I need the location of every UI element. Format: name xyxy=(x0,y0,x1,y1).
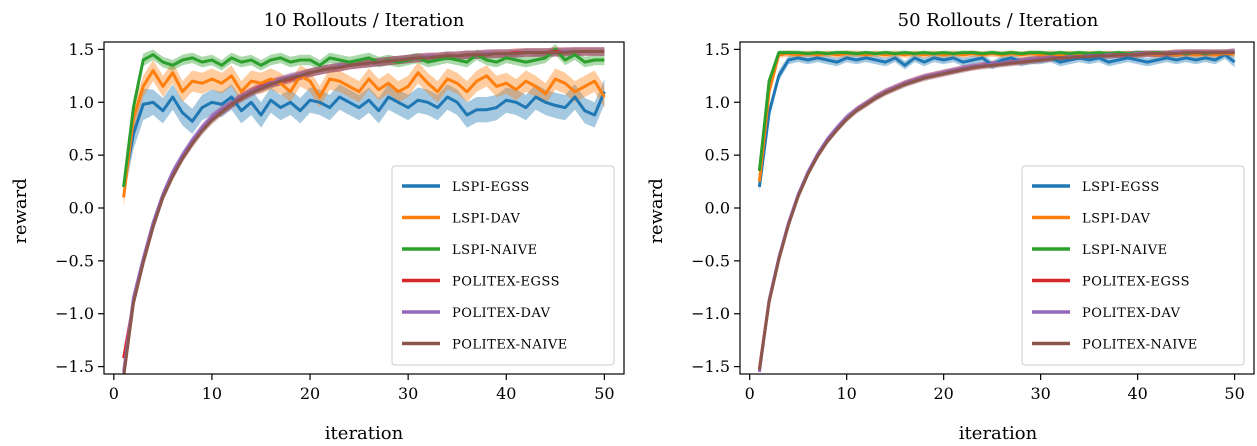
y-tick-label: 0.0 xyxy=(705,199,730,218)
y-tick-label: 1.5 xyxy=(705,40,730,59)
chart-title: 50 Rollouts / Iteration xyxy=(898,10,1099,31)
chart-50-rollouts: 50 Rollouts / Iteration iteration reward… xyxy=(646,10,1255,444)
chart-10-rollouts: 10 Rollouts / Iteration iteration reward… xyxy=(10,10,625,444)
legend-box xyxy=(391,165,615,366)
y-tick-label: −1.5 xyxy=(55,357,94,376)
x-tick-label: 0 xyxy=(745,384,755,403)
legend-label-lspi-dav: LSPI-DAV xyxy=(1082,212,1150,227)
band-lspi-dav xyxy=(759,50,1235,185)
series-line-lspi-dav xyxy=(122,69,606,198)
series-line-lspi-naive xyxy=(122,47,605,188)
y-tick-label: −0.5 xyxy=(55,251,94,270)
legend-label-politex-naive: POLITEX-NAIVE xyxy=(1082,338,1198,353)
x-tick-label: 40 xyxy=(496,384,516,403)
x-axis-label: iteration xyxy=(959,423,1038,444)
legend-label-lspi-egss: LSPI-EGSS xyxy=(452,180,530,195)
y-axis-label: reward xyxy=(646,178,667,244)
x-tick-label: 40 xyxy=(1127,384,1147,403)
x-tick-label: 10 xyxy=(202,384,222,403)
legend-label-lspi-naive: LSPI-NAIVE xyxy=(452,243,538,258)
x-tick-label: 30 xyxy=(1030,384,1050,403)
y-tick-label: 0.0 xyxy=(69,199,94,218)
legend-box xyxy=(1021,165,1245,366)
legend-label-politex-egss: POLITEX-EGSS xyxy=(1082,275,1190,290)
x-tick-label: 10 xyxy=(836,384,856,403)
series-line-lspi-naive xyxy=(757,50,1235,172)
y-tick-label: 0.5 xyxy=(69,146,94,165)
legend-label-lspi-dav: LSPI-DAV xyxy=(452,212,520,227)
series-line-politex-naive xyxy=(757,51,1235,371)
y-tick-label: −1.5 xyxy=(691,357,730,376)
x-tick-label: 0 xyxy=(109,384,119,403)
y-tick-label: −1.0 xyxy=(691,304,730,323)
legend-label-lspi-naive: LSPI-NAIVE xyxy=(1082,243,1168,258)
series-line-lspi-egss xyxy=(122,91,606,188)
y-tick-label: −1.0 xyxy=(55,304,94,323)
legend-label-politex-egss: POLITEX-EGSS xyxy=(452,275,560,290)
x-tick-label: 20 xyxy=(933,384,953,403)
plot-area xyxy=(122,44,606,374)
legend-label-politex-naive: POLITEX-NAIVE xyxy=(452,338,568,353)
x-tick-label: 50 xyxy=(594,384,614,403)
legend-label-politex-dav: POLITEX-DAV xyxy=(1082,306,1181,321)
x-tick-label: 50 xyxy=(1224,384,1244,403)
y-tick-label: 1.0 xyxy=(705,93,730,112)
legend: LSPI-EGSS LSPI-DAV LSPI-NAIVE POLITEX-EGSS P… xyxy=(391,165,615,366)
x-axis-label: iteration xyxy=(325,423,404,444)
y-tick-label: 1.0 xyxy=(69,93,94,112)
chart-title: 10 Rollouts / Iteration xyxy=(264,10,465,31)
legend-label-politex-dav: POLITEX-DAV xyxy=(452,306,551,321)
y-tick-label: 0.5 xyxy=(705,146,730,165)
legend: LSPI-EGSS LSPI-DAV LSPI-NAIVE POLITEX-EGSS P… xyxy=(1021,165,1245,366)
y-tick-label: −0.5 xyxy=(691,251,730,270)
x-tick-label: 20 xyxy=(300,384,320,403)
plot-area xyxy=(757,48,1236,374)
band-lspi-naive xyxy=(759,49,1235,174)
series-line-lspi-dav xyxy=(757,52,1235,182)
legend-label-lspi-egss: LSPI-EGSS xyxy=(1082,180,1160,195)
series-line-politex-naive xyxy=(122,50,605,374)
y-tick-label: 1.5 xyxy=(69,40,94,59)
y-axis-label: reward xyxy=(10,178,31,244)
x-tick-label: 30 xyxy=(398,384,418,403)
